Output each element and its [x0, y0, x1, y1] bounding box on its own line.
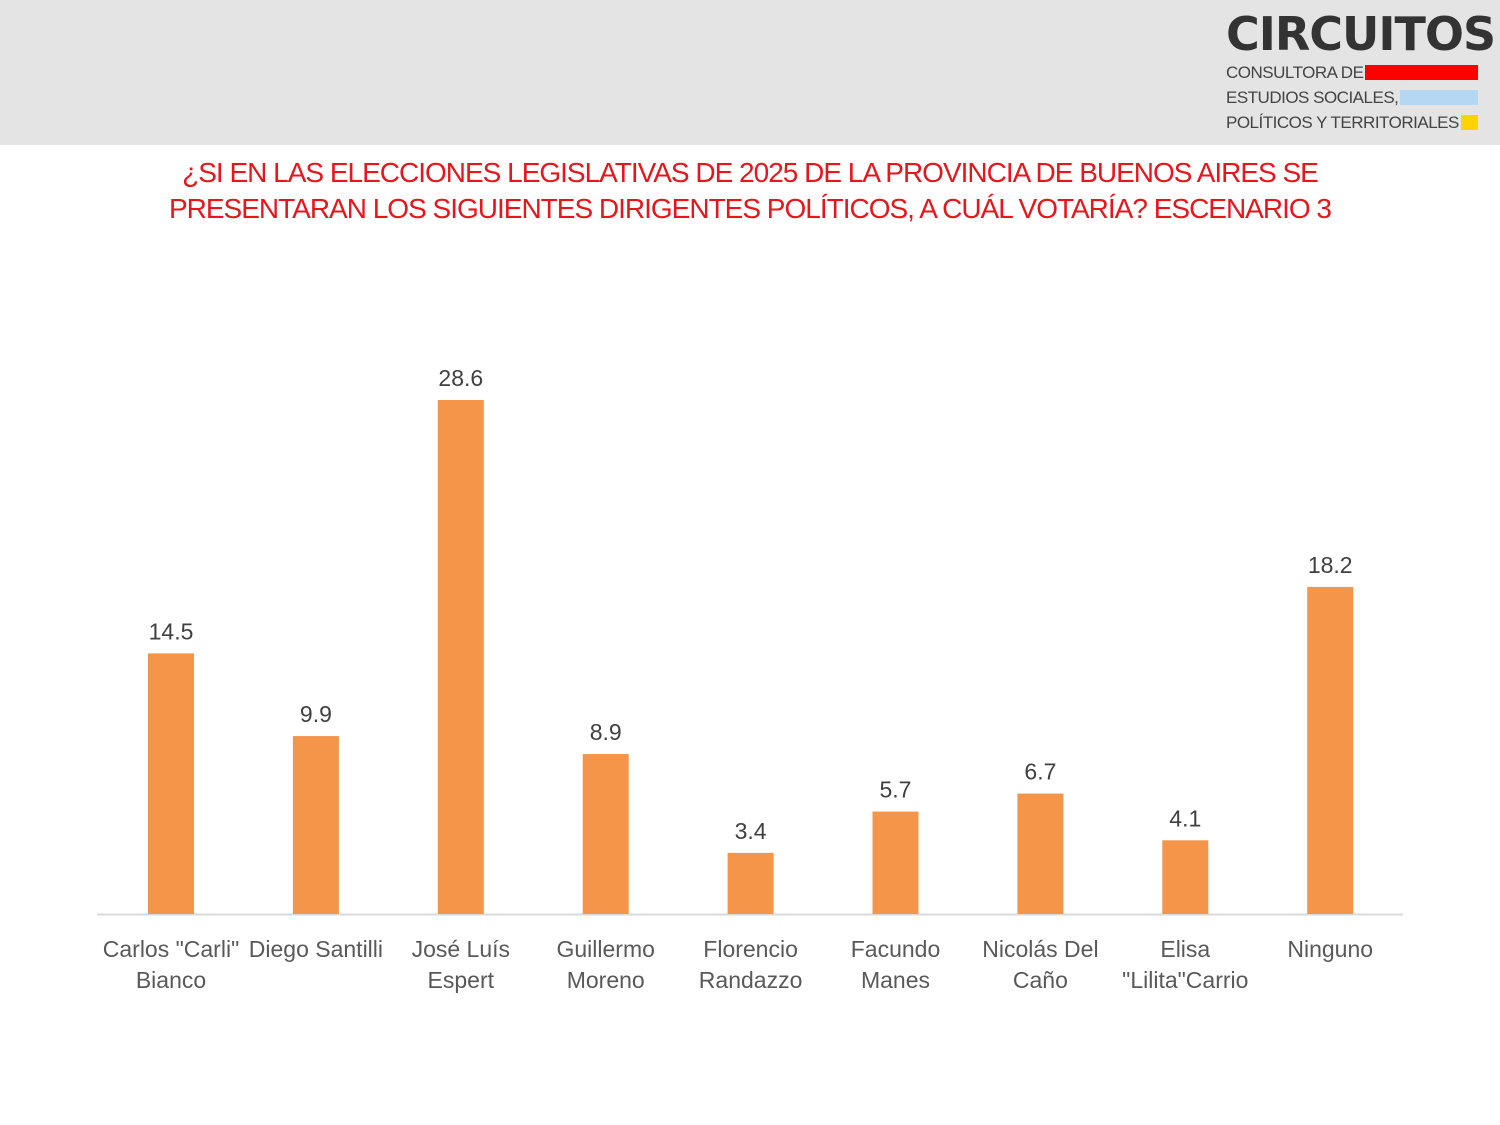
- bar: [292, 736, 339, 914]
- category-label: Nicolás Del: [982, 936, 1098, 962]
- logo-blue-bar: [1400, 90, 1478, 105]
- category-label: Florencio: [703, 936, 798, 962]
- data-label: 3.4: [735, 818, 767, 844]
- chart-title: ¿SI EN LAS ELECCIONES LEGISLATIVAS DE 20…: [0, 155, 1500, 227]
- logo-line: ESTUDIOS SOCIALES,: [1226, 85, 1478, 110]
- bar: [437, 400, 484, 914]
- data-label: 8.9: [590, 719, 622, 745]
- logo-text: POLÍTICOS Y TERRITORIALES: [1226, 112, 1459, 132]
- data-label: 5.7: [880, 777, 912, 803]
- logo-line: POLÍTICOS Y TERRITORIALES: [1226, 110, 1478, 135]
- logo-line: CONSULTORA DE: [1226, 60, 1478, 85]
- category-label: Elisa: [1160, 936, 1210, 962]
- header-band: [0, 0, 1500, 145]
- category-label: Bianco: [136, 967, 206, 993]
- data-label: 28.6: [438, 365, 483, 391]
- logo-yellow-bar: [1460, 115, 1478, 130]
- logo-name: CIRCUITOS: [1226, 7, 1496, 61]
- data-label: 9.9: [300, 701, 332, 727]
- bar: [148, 653, 194, 914]
- data-label: 14.5: [149, 618, 194, 644]
- category-label: Caño: [1013, 967, 1068, 993]
- category-label: Guillermo: [556, 936, 654, 962]
- data-label: 4.1: [1169, 805, 1201, 831]
- logo-text: ESTUDIOS SOCIALES,: [1226, 87, 1399, 107]
- bar: [1307, 586, 1354, 914]
- bar: [1162, 840, 1209, 914]
- bar: [1017, 793, 1064, 914]
- logo-text: CONSULTORA DE: [1226, 62, 1364, 82]
- category-label: Randazzo: [699, 967, 803, 993]
- bar: [582, 754, 629, 914]
- category-label: "Lilita"Carrio: [1122, 967, 1248, 993]
- chart-title-line: ¿SI EN LAS ELECCIONES LEGISLATIVAS DE 20…: [182, 157, 1319, 188]
- category-label: José Luís: [412, 936, 510, 962]
- data-label: 18.2: [1308, 552, 1353, 578]
- category-label: Ninguno: [1287, 936, 1373, 962]
- category-label: Diego Santilli: [249, 936, 383, 962]
- category-label: Manes: [861, 967, 930, 993]
- bar: [727, 852, 774, 914]
- data-label: 6.7: [1024, 759, 1056, 785]
- category-label: Espert: [428, 967, 495, 993]
- circuitos-logo: CIRCUITOS CONSULTORA DE ESTUDIOS SOCIALE…: [1226, 7, 1496, 135]
- category-label: Carlos "Carli": [103, 936, 239, 962]
- bar: [872, 811, 919, 914]
- chart-title-line: PRESENTARAN LOS SIGUIENTES DIRIGENTES PO…: [168, 193, 1332, 224]
- category-label: Facundo: [851, 936, 941, 962]
- category-label: Moreno: [567, 967, 645, 993]
- logo-red-bar: [1365, 65, 1478, 80]
